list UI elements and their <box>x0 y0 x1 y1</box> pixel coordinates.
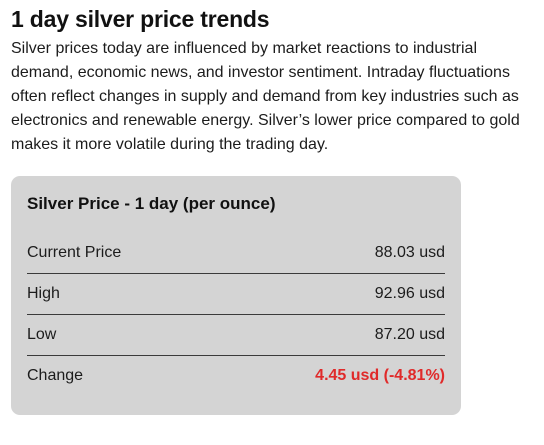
current-price-label: Current Price <box>27 244 122 261</box>
change-value: 4.45 usd (-4.81%) <box>315 367 445 384</box>
silver-price-card: Silver Price - 1 day (per ounce) Current… <box>11 176 461 415</box>
current-price-value: 88.03 usd <box>374 244 445 261</box>
page-title: 1 day silver price trends <box>11 6 270 32</box>
price-row-high: High 92.96 usd <box>27 274 445 315</box>
change-label: Change <box>27 367 84 384</box>
price-row-low: Low 87.20 usd <box>27 315 445 356</box>
price-row-current: Current Price 88.03 usd <box>27 233 445 274</box>
high-value: 92.96 usd <box>374 285 445 302</box>
silver-trends-section: 1 day silver price trends Silver prices … <box>11 6 520 415</box>
price-row-change: Change 4.45 usd (-4.81%) <box>27 356 445 396</box>
low-value: 87.20 usd <box>374 326 445 343</box>
low-label: Low <box>27 326 57 343</box>
card-title: Silver Price - 1 day (per ounce) <box>27 194 276 213</box>
intro-paragraph: Silver prices today are influenced by ma… <box>11 40 520 153</box>
high-label: High <box>27 285 60 302</box>
